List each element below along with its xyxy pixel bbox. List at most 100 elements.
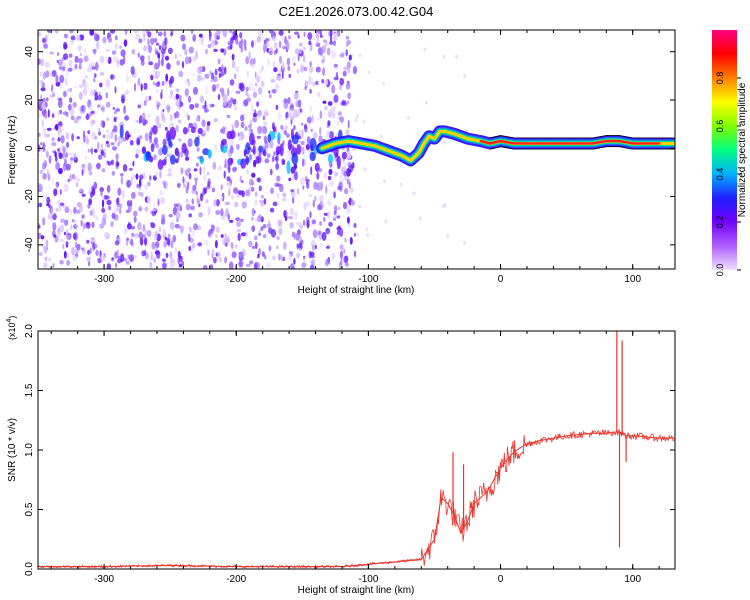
noise-speckle [187, 95, 192, 103]
noise-speckle [239, 32, 243, 39]
x-tick-label: 100 [624, 274, 641, 285]
noise-speckle [103, 232, 109, 238]
noise-speckle [170, 240, 174, 249]
noise-speckle [133, 82, 137, 92]
noise-speckle [260, 127, 266, 135]
noise-speckle [116, 161, 120, 167]
noise-speckle [192, 184, 197, 192]
noise-speckle [214, 142, 218, 152]
noise-speckle [317, 91, 321, 98]
noise-speckle [224, 233, 227, 238]
noise-speckle [155, 143, 159, 149]
snr-series-noise [38, 428, 675, 569]
noise-speckle [155, 115, 160, 125]
noise-speckle [278, 30, 284, 36]
noise-speckle [116, 207, 119, 212]
noise-speckle [49, 201, 52, 205]
noise-speckle [161, 262, 167, 269]
y-tick-label: 0.0 [24, 562, 35, 576]
noise-speckle [296, 252, 300, 259]
noise-speckle [251, 40, 254, 48]
noise-speckle [56, 182, 59, 189]
noise-speckle [346, 100, 350, 105]
noise-speckle [56, 52, 60, 57]
noise-speckle [76, 178, 81, 182]
noise-speckle [89, 210, 93, 216]
noise-speckle [322, 216, 326, 221]
noise-speckle [188, 56, 192, 64]
noise-speckle [178, 119, 182, 124]
noise-speckle [67, 103, 72, 111]
noise-speckle [406, 115, 410, 120]
noise-speckle [42, 173, 47, 180]
noise-speckle [130, 238, 134, 246]
noise-speckle [333, 33, 338, 42]
noise-speckle [273, 50, 277, 55]
noise-speckle [319, 242, 323, 248]
noise-speckle [309, 61, 312, 67]
noise-speckle [231, 123, 234, 128]
noise-speckle [268, 245, 272, 252]
noise-speckle [91, 119, 96, 125]
noise-speckle [84, 155, 87, 160]
noise-speckle [188, 246, 192, 251]
noise-speckle [346, 168, 351, 177]
noise-speckle [172, 261, 177, 266]
noise-speckle [365, 227, 369, 232]
noise-speckle [195, 117, 199, 122]
noise-speckle [65, 69, 69, 78]
noise-speckle [120, 173, 124, 177]
noise-speckle [143, 84, 146, 90]
noise-speckle [117, 255, 121, 260]
noise-speckle [101, 168, 106, 173]
noise-blob [286, 160, 291, 175]
noise-speckle [146, 195, 151, 205]
noise-speckle [286, 150, 290, 154]
noise-speckle [161, 258, 166, 262]
noise-speckle [96, 104, 101, 108]
noise-speckle [337, 33, 341, 37]
noise-speckle [101, 105, 105, 113]
noise-speckle [345, 129, 350, 136]
colorbar-ticks: 0.0 0.2 0.4 0.6 0.8 [715, 72, 741, 276]
noise-speckle [150, 143, 155, 153]
noise-speckle [115, 108, 121, 112]
noise-speckle [57, 97, 63, 101]
noise-speckle [196, 225, 202, 231]
noise-speckle [112, 130, 116, 134]
noise-speckle [63, 53, 69, 60]
noise-speckle [178, 263, 183, 268]
noise-speckle [114, 251, 118, 259]
noise-speckle [278, 40, 282, 49]
noise-speckle [106, 144, 111, 148]
noise-speckle [211, 248, 215, 254]
noise-speckle [66, 163, 71, 171]
noise-blob [277, 132, 281, 141]
noise-speckle [89, 30, 95, 36]
noise-blob [169, 154, 176, 165]
noise-speckle [105, 78, 111, 88]
noise-speckle [314, 244, 317, 250]
noise-speckle [115, 198, 118, 204]
noise-speckle [62, 66, 66, 72]
noise-speckle [162, 227, 166, 237]
noise-speckle [149, 261, 153, 269]
noise-speckle [40, 94, 43, 100]
noise-speckle [177, 250, 181, 259]
noise-speckle [68, 152, 74, 157]
noise-speckle [443, 203, 447, 208]
noise-speckle [296, 243, 299, 249]
noise-speckle [317, 230, 321, 236]
noise-speckle [254, 199, 258, 206]
noise-speckle [89, 247, 92, 254]
noise-speckle [217, 58, 221, 65]
noise-speckle [119, 253, 125, 262]
y-tick-label: 0.5 [24, 502, 35, 516]
spectrogram-x-ticks: -300 -200 -100 0 100 [50, 30, 660, 285]
noise-speckle [215, 210, 221, 215]
noise-speckle [73, 118, 79, 124]
noise-speckle [158, 147, 163, 156]
noise-speckle [59, 84, 62, 90]
noise-speckle [217, 83, 221, 88]
noise-speckle [96, 40, 100, 50]
